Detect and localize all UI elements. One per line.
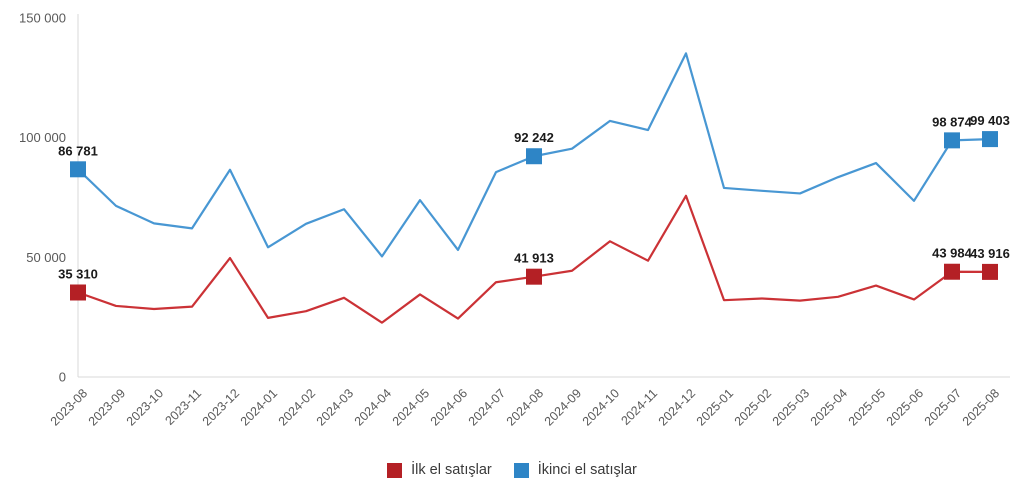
x-axis-tick-label: 2025-06	[884, 386, 926, 428]
y-axis-tick-label: 150 000	[19, 11, 66, 26]
legend-item-first-hand-sales[interactable]: İlk el satışlar	[387, 462, 492, 478]
data-point-marker	[982, 131, 998, 148]
x-axis-tick-label: 2023-09	[86, 386, 128, 428]
y-axis-tick-label: 100 000	[19, 130, 66, 145]
data-point-marker	[526, 148, 542, 165]
x-axis-tick-label: 2024-12	[656, 386, 698, 428]
data-point-label: 98 874	[932, 114, 973, 129]
y-axis-tick-label: 50 000	[26, 250, 66, 265]
x-axis-tick-label: 2024-04	[352, 386, 394, 428]
x-axis-tick-label: 2024-05	[390, 386, 432, 428]
legend-swatch-blue	[513, 462, 529, 478]
x-axis-tick-label: 2025-05	[846, 386, 888, 428]
x-axis-tick-label: 2023-12	[200, 386, 242, 428]
legend-label-first-hand-sales: İlk el satışlar	[411, 462, 492, 478]
x-axis-tick-label: 2024-07	[466, 386, 508, 428]
data-point-label: 35 310	[58, 266, 98, 281]
legend-swatch-red	[387, 462, 403, 478]
legend-item-second-hand-sales[interactable]: İkinci el satışlar	[513, 462, 637, 478]
x-axis-tick-label: 2023-08	[48, 386, 90, 428]
x-axis-tick-label: 2023-11	[162, 386, 204, 428]
chart-legend: İlk el satışlar İkinci el satışlar	[0, 462, 1024, 478]
data-point-label: 92 242	[514, 130, 554, 145]
x-axis-tick-label: 2024-01	[238, 386, 280, 428]
x-axis-tick-label: 2024-03	[314, 386, 356, 428]
x-axis-tick-label: 2025-02	[732, 386, 774, 428]
data-point-label: 86 781	[58, 143, 98, 158]
x-axis-tick-label: 2025-01	[694, 386, 736, 428]
x-axis-tick-label: 2024-06	[428, 386, 470, 428]
data-point-label: 43 984	[932, 246, 973, 261]
data-point-label: 99 403	[970, 113, 1010, 128]
data-point-marker	[70, 161, 86, 178]
data-point-marker	[944, 263, 960, 280]
x-axis-tick-label: 2024-08	[504, 386, 546, 428]
data-point-marker	[526, 268, 542, 285]
x-axis-tick-label: 2025-04	[808, 386, 850, 428]
x-axis-tick-label: 2025-03	[770, 386, 812, 428]
x-axis-tick-label: 2024-09	[542, 386, 584, 428]
data-point-marker	[70, 284, 86, 301]
legend-label-second-hand-sales: İkinci el satışlar	[537, 462, 637, 478]
x-axis-tick-label: 2023-10	[124, 386, 166, 428]
x-axis-tick-label: 2024-11	[618, 386, 660, 428]
x-axis-tick-label: 2024-10	[580, 386, 622, 428]
x-axis-tick-label: 2025-07	[922, 386, 964, 428]
data-point-label: 41 913	[514, 251, 554, 266]
x-axis-tick-label: 2024-02	[276, 386, 318, 428]
y-axis-tick-label: 0	[59, 370, 66, 385]
x-axis-tick-label: 2025-08	[960, 386, 1002, 428]
data-point-marker	[944, 132, 960, 149]
data-point-label: 43 916	[970, 246, 1010, 261]
data-point-marker	[982, 263, 998, 280]
